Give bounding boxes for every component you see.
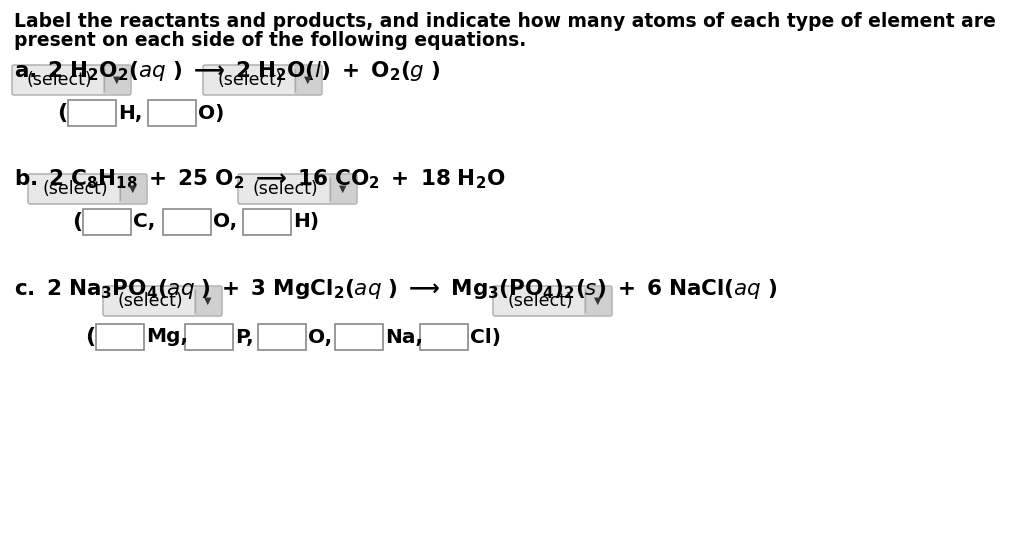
Text: C,: C, <box>133 212 156 231</box>
Bar <box>96 324 144 350</box>
Bar <box>185 324 233 350</box>
FancyBboxPatch shape <box>493 286 612 316</box>
FancyBboxPatch shape <box>238 174 357 204</box>
Text: (: ( <box>72 212 82 232</box>
FancyBboxPatch shape <box>584 287 611 315</box>
Text: Cl): Cl) <box>470 327 501 346</box>
Text: Label the reactants and products, and indicate how many atoms of each type of el: Label the reactants and products, and in… <box>14 12 996 31</box>
FancyBboxPatch shape <box>203 65 322 95</box>
Text: (select): (select) <box>252 180 317 198</box>
Text: ▼: ▼ <box>594 296 601 306</box>
Text: $\bf{a.}$ $\bf{2\ H_2O_2(}$$\bf{\mathit{aq}}\bf{\ )\ \longrightarrow\ 2\ H_2O(}$: $\bf{a.}$ $\bf{2\ H_2O_2(}$$\bf{\mathit{… <box>14 59 440 83</box>
Text: (select): (select) <box>217 71 283 89</box>
FancyBboxPatch shape <box>119 175 146 203</box>
Text: ▼: ▼ <box>339 184 346 194</box>
Text: (select): (select) <box>507 292 572 310</box>
Text: ▼: ▼ <box>204 296 211 306</box>
FancyBboxPatch shape <box>103 286 222 316</box>
Text: Na,: Na, <box>385 327 423 346</box>
FancyBboxPatch shape <box>294 66 321 94</box>
Text: O,: O, <box>213 212 238 231</box>
Bar <box>335 324 383 350</box>
Bar <box>243 209 291 235</box>
FancyBboxPatch shape <box>194 287 221 315</box>
Bar <box>148 100 196 126</box>
Text: (: ( <box>57 103 68 123</box>
Text: (select): (select) <box>117 292 183 310</box>
Text: (select): (select) <box>27 71 92 89</box>
Text: H): H) <box>293 212 319 231</box>
Text: Mg,: Mg, <box>146 327 188 346</box>
Bar <box>420 324 468 350</box>
Text: $\bf{c.\ 2\ Na_3PO_4(}$$\bf{\mathit{aq}}\bf{\ )\ +\ 3\ MgCl_2(}$$\bf{\mathit{aq}: $\bf{c.\ 2\ Na_3PO_4(}$$\bf{\mathit{aq}}… <box>14 277 777 301</box>
FancyBboxPatch shape <box>12 65 131 95</box>
Text: ▼: ▼ <box>304 75 311 85</box>
Bar <box>83 209 131 235</box>
Text: P,: P, <box>234 327 254 346</box>
FancyBboxPatch shape <box>28 174 147 204</box>
Text: O): O) <box>198 104 224 122</box>
Text: O,: O, <box>308 327 332 346</box>
FancyBboxPatch shape <box>103 66 130 94</box>
Text: present on each side of the following equations.: present on each side of the following eq… <box>14 31 526 50</box>
Text: (select): (select) <box>42 180 108 198</box>
Text: H,: H, <box>118 104 142 122</box>
Text: (: ( <box>85 327 95 347</box>
Text: ▼: ▼ <box>129 184 136 194</box>
Bar <box>68 100 116 126</box>
Text: ▼: ▼ <box>113 75 120 85</box>
Bar <box>163 209 211 235</box>
Bar <box>258 324 306 350</box>
FancyBboxPatch shape <box>329 175 356 203</box>
Text: $\bf{b.\ 2\ C_8H_{18}\ +\ 25\ O_2\ \longrightarrow\ 16\ CO_2\ +\ 18\ H_2O}$: $\bf{b.\ 2\ C_8H_{18}\ +\ 25\ O_2\ \long… <box>14 167 506 191</box>
